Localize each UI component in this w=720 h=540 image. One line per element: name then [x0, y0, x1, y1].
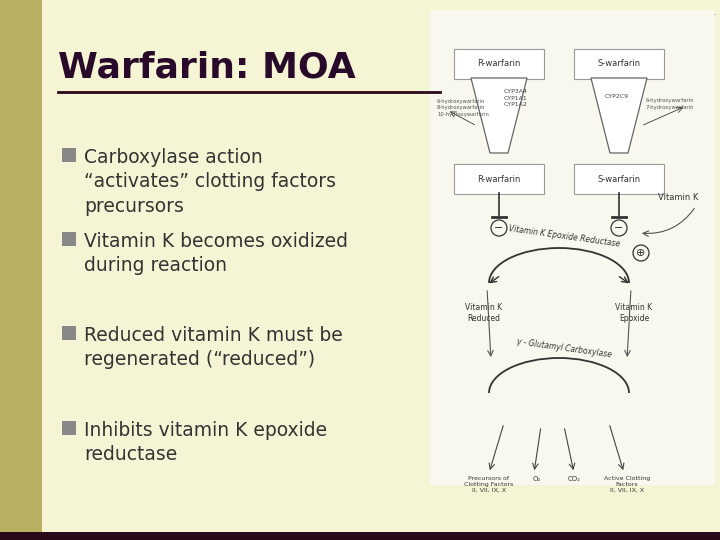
Text: Vitamin K
Epoxide: Vitamin K Epoxide	[616, 303, 652, 323]
Text: O₂: O₂	[533, 476, 541, 482]
Text: −: −	[614, 223, 624, 233]
Bar	[0, 0, 42, 540]
Text: Reduced vitamin K must be
regenerated (“reduced”): Reduced vitamin K must be regenerated (“…	[84, 326, 343, 369]
Bar	[62, 232, 76, 246]
Text: Carboxylase action
“activates” clotting factors
precursors: Carboxylase action “activates” clotting …	[84, 148, 336, 215]
Text: Inhibits vitamin K epoxide
reductase: Inhibits vitamin K epoxide reductase	[84, 421, 327, 464]
Polygon shape	[471, 78, 527, 153]
Text: 6-hydroxywarfarin
8-hydroxywarfarin
10-hydroxywarfarin: 6-hydroxywarfarin 8-hydroxywarfarin 10-h…	[437, 99, 489, 117]
Text: Vitamin K
Reduced: Vitamin K Reduced	[465, 303, 503, 323]
FancyBboxPatch shape	[454, 49, 544, 79]
Bar	[0, 532, 720, 540]
Text: CO₂: CO₂	[567, 476, 580, 482]
Text: Vitamin K: Vitamin K	[657, 193, 698, 202]
FancyBboxPatch shape	[454, 164, 544, 194]
Text: S-warfarin: S-warfarin	[598, 59, 641, 69]
Text: Vitamin K becomes oxidized
during reaction: Vitamin K becomes oxidized during reacti…	[84, 232, 348, 275]
Bar	[62, 326, 76, 340]
Text: CYP2C9: CYP2C9	[605, 93, 629, 98]
Text: R-warfarin: R-warfarin	[477, 59, 521, 69]
Text: Active Clotting
Factors
II, VII, IX, X: Active Clotting Factors II, VII, IX, X	[604, 476, 650, 492]
FancyBboxPatch shape	[574, 49, 664, 79]
Text: 6-hydroxywarfarin
7-hydroxywarfarin: 6-hydroxywarfarin 7-hydroxywarfarin	[646, 98, 694, 110]
Text: S-warfarin: S-warfarin	[598, 174, 641, 184]
Text: γ - Glutamyl Carboxylase: γ - Glutamyl Carboxylase	[516, 337, 612, 359]
Text: Precursors of
Clotting Factors
II, VII, IX, X: Precursors of Clotting Factors II, VII, …	[464, 476, 513, 492]
Polygon shape	[591, 78, 647, 153]
Bar	[430, 10, 715, 485]
Text: R-warfarin: R-warfarin	[477, 174, 521, 184]
Text: −: −	[495, 223, 504, 233]
Bar	[62, 421, 76, 435]
FancyBboxPatch shape	[574, 164, 664, 194]
Text: CYP3A4
CYP1A1
CYP1A2: CYP3A4 CYP1A1 CYP1A2	[504, 89, 528, 107]
Text: Warfarin: MOA: Warfarin: MOA	[58, 50, 356, 84]
Text: ⊕: ⊕	[636, 248, 646, 258]
Bar	[62, 148, 76, 162]
Text: Vitamin K Epoxide Reductase: Vitamin K Epoxide Reductase	[508, 225, 621, 249]
Text: .: .	[714, 7, 717, 17]
